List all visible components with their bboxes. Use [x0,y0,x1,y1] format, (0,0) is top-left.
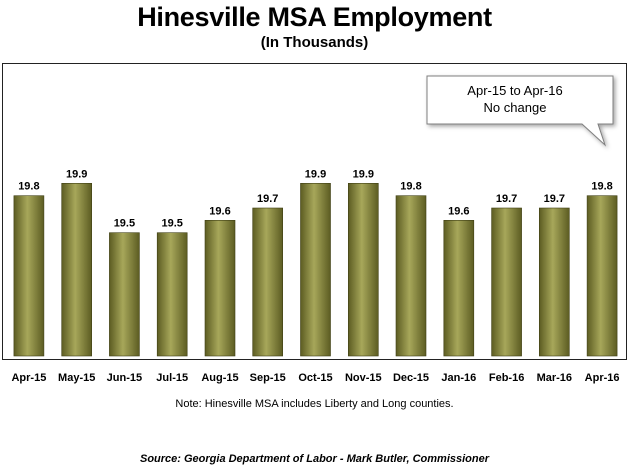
bar-Jul-15 [156,232,188,357]
data-label-Apr-15: 19.8 [18,181,39,193]
bar-Aug-15 [204,220,236,357]
x-tick-label-Mar-16: Mar-16 [537,372,572,384]
data-label-Mar-16: 19.7 [544,193,565,205]
source-line: Source: Georgia Department of Labor - Ma… [139,453,489,465]
x-tick-label-Nov-15: Nov-15 [345,372,382,384]
data-label-Oct-15: 19.9 [305,168,326,180]
data-label-Apr-16: 19.8 [591,181,612,193]
data-label-Aug-15: 19.6 [209,205,230,217]
bar-Jun-15 [109,232,140,357]
data-label-Nov-15: 19.9 [353,168,374,180]
bar-Jan-16 [443,220,475,357]
chart-subtitle: (In Thousands) [260,34,369,51]
x-tick-label-Jun-15: Jun-15 [107,372,142,384]
callout-text: Apr-15 to Apr-16 No change [430,82,600,116]
data-label-Jul-15: 19.5 [161,218,182,230]
x-tick-label-Aug-15: Aug-15 [201,372,238,384]
x-tick-label-Sep-15: Sep-15 [250,372,286,384]
x-tick-label-Apr-16: Apr-16 [585,372,620,384]
x-tick-label-Jan-16: Jan-16 [441,372,476,384]
bar-Oct-15 [300,183,331,357]
chart-title: Hinesville MSA Employment [137,2,492,32]
bar-Apr-16 [586,195,618,357]
bar-Nov-15 [347,183,379,357]
bar-Mar-16 [538,207,570,357]
callout-line-1: Apr-15 to Apr-16 [467,83,563,98]
footnote: Note: Hinesville MSA includes Liberty an… [175,398,454,410]
bar-Feb-16 [491,207,522,357]
bar-May-15 [61,183,93,357]
bar-Sep-15 [252,207,283,357]
bar-Dec-15 [395,195,427,357]
data-label-Feb-16: 19.7 [496,193,517,205]
data-label-Sep-15: 19.7 [257,193,278,205]
x-tick-label-May-15: May-15 [58,372,95,384]
x-tick-label-Apr-15: Apr-15 [11,372,46,384]
data-label-Jan-16: 19.6 [448,205,469,217]
data-label-Jun-15: 19.5 [114,218,135,230]
x-tick-label-Jul-15: Jul-15 [156,372,188,384]
x-tick-label-Oct-15: Oct-15 [298,372,332,384]
data-label-Dec-15: 19.8 [400,181,421,193]
x-tick-label-Feb-16: Feb-16 [489,372,524,384]
data-label-May-15: 19.9 [66,168,87,180]
callout-line-2: No change [483,100,547,115]
bar-Apr-15 [13,195,45,357]
x-tick-label-Dec-15: Dec-15 [393,372,429,384]
